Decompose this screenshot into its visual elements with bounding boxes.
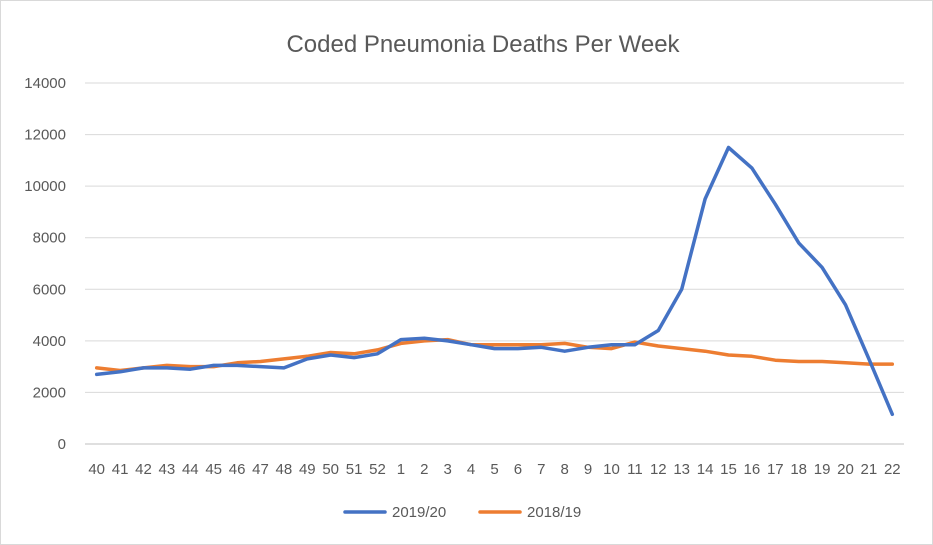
x-tick-label: 46 — [229, 461, 246, 478]
x-tick-label: 19 — [814, 461, 831, 478]
x-tick-label: 17 — [767, 461, 784, 478]
x-tick-label: 45 — [205, 461, 222, 478]
x-tick-label: 9 — [584, 461, 592, 478]
x-tick-label: 21 — [861, 461, 878, 478]
x-tick-label: 43 — [159, 461, 176, 478]
x-tick-label: 22 — [884, 461, 901, 478]
x-tick-label: 1 — [397, 461, 405, 478]
legend-label: 2018/19 — [527, 504, 581, 521]
x-tick-label: 50 — [322, 461, 339, 478]
x-axis-ticks: 40 41 42 43 44 45 46 47 48 49 50 51 52 1 2 3 4 5 6 7 8 9 10 11 1… — [88, 461, 900, 478]
y-tick-label: 12000 — [24, 127, 66, 144]
x-tick-label: 2 — [420, 461, 428, 478]
series-line — [94, 145, 895, 417]
x-tick-label: 18 — [790, 461, 807, 478]
legend: 2019/20 2018/19 — [343, 504, 581, 521]
x-tick-label: 15 — [720, 461, 737, 478]
gridlines — [85, 82, 904, 445]
x-tick-label: 4 — [467, 461, 475, 478]
x-tick-label: 12 — [650, 461, 667, 478]
y-tick-label: 6000 — [33, 281, 66, 298]
y-tick-label: 4000 — [33, 333, 66, 350]
y-tick-label: 14000 — [24, 75, 66, 92]
y-tick-label: 0 — [58, 436, 66, 453]
y-tick-label: 2000 — [33, 384, 66, 401]
x-tick-label: 11 — [627, 461, 643, 478]
x-tick-label: 10 — [603, 461, 620, 478]
x-tick-label: 48 — [276, 461, 293, 478]
x-tick-label: 5 — [490, 461, 498, 478]
x-tick-label: 3 — [444, 461, 452, 478]
y-tick-label: 8000 — [33, 230, 66, 247]
x-tick-label: 14 — [697, 461, 714, 478]
x-tick-label: 16 — [744, 461, 761, 478]
x-tick-label: 40 — [88, 461, 105, 478]
x-tick-label: 47 — [252, 461, 269, 478]
x-tick-label: 51 — [346, 461, 363, 478]
x-tick-label: 7 — [537, 461, 545, 478]
x-tick-label: 20 — [837, 461, 854, 478]
x-tick-label: 41 — [112, 461, 129, 478]
x-tick-label: 6 — [514, 461, 522, 478]
x-tick-label: 44 — [182, 461, 199, 478]
series-lines — [94, 145, 895, 417]
chart-title: Coded Pneumonia Deaths Per Week — [286, 31, 680, 58]
y-tick-label: 10000 — [24, 178, 66, 195]
x-tick-label: 49 — [299, 461, 316, 478]
x-tick-label: 52 — [369, 461, 386, 478]
y-axis-ticks: 0 2000 4000 6000 8000 10000 12000 14000 — [24, 75, 66, 453]
x-tick-label: 8 — [561, 461, 569, 478]
legend-label: 2019/20 — [392, 504, 446, 521]
x-tick-label: 42 — [135, 461, 152, 478]
x-tick-label: 13 — [673, 461, 690, 478]
